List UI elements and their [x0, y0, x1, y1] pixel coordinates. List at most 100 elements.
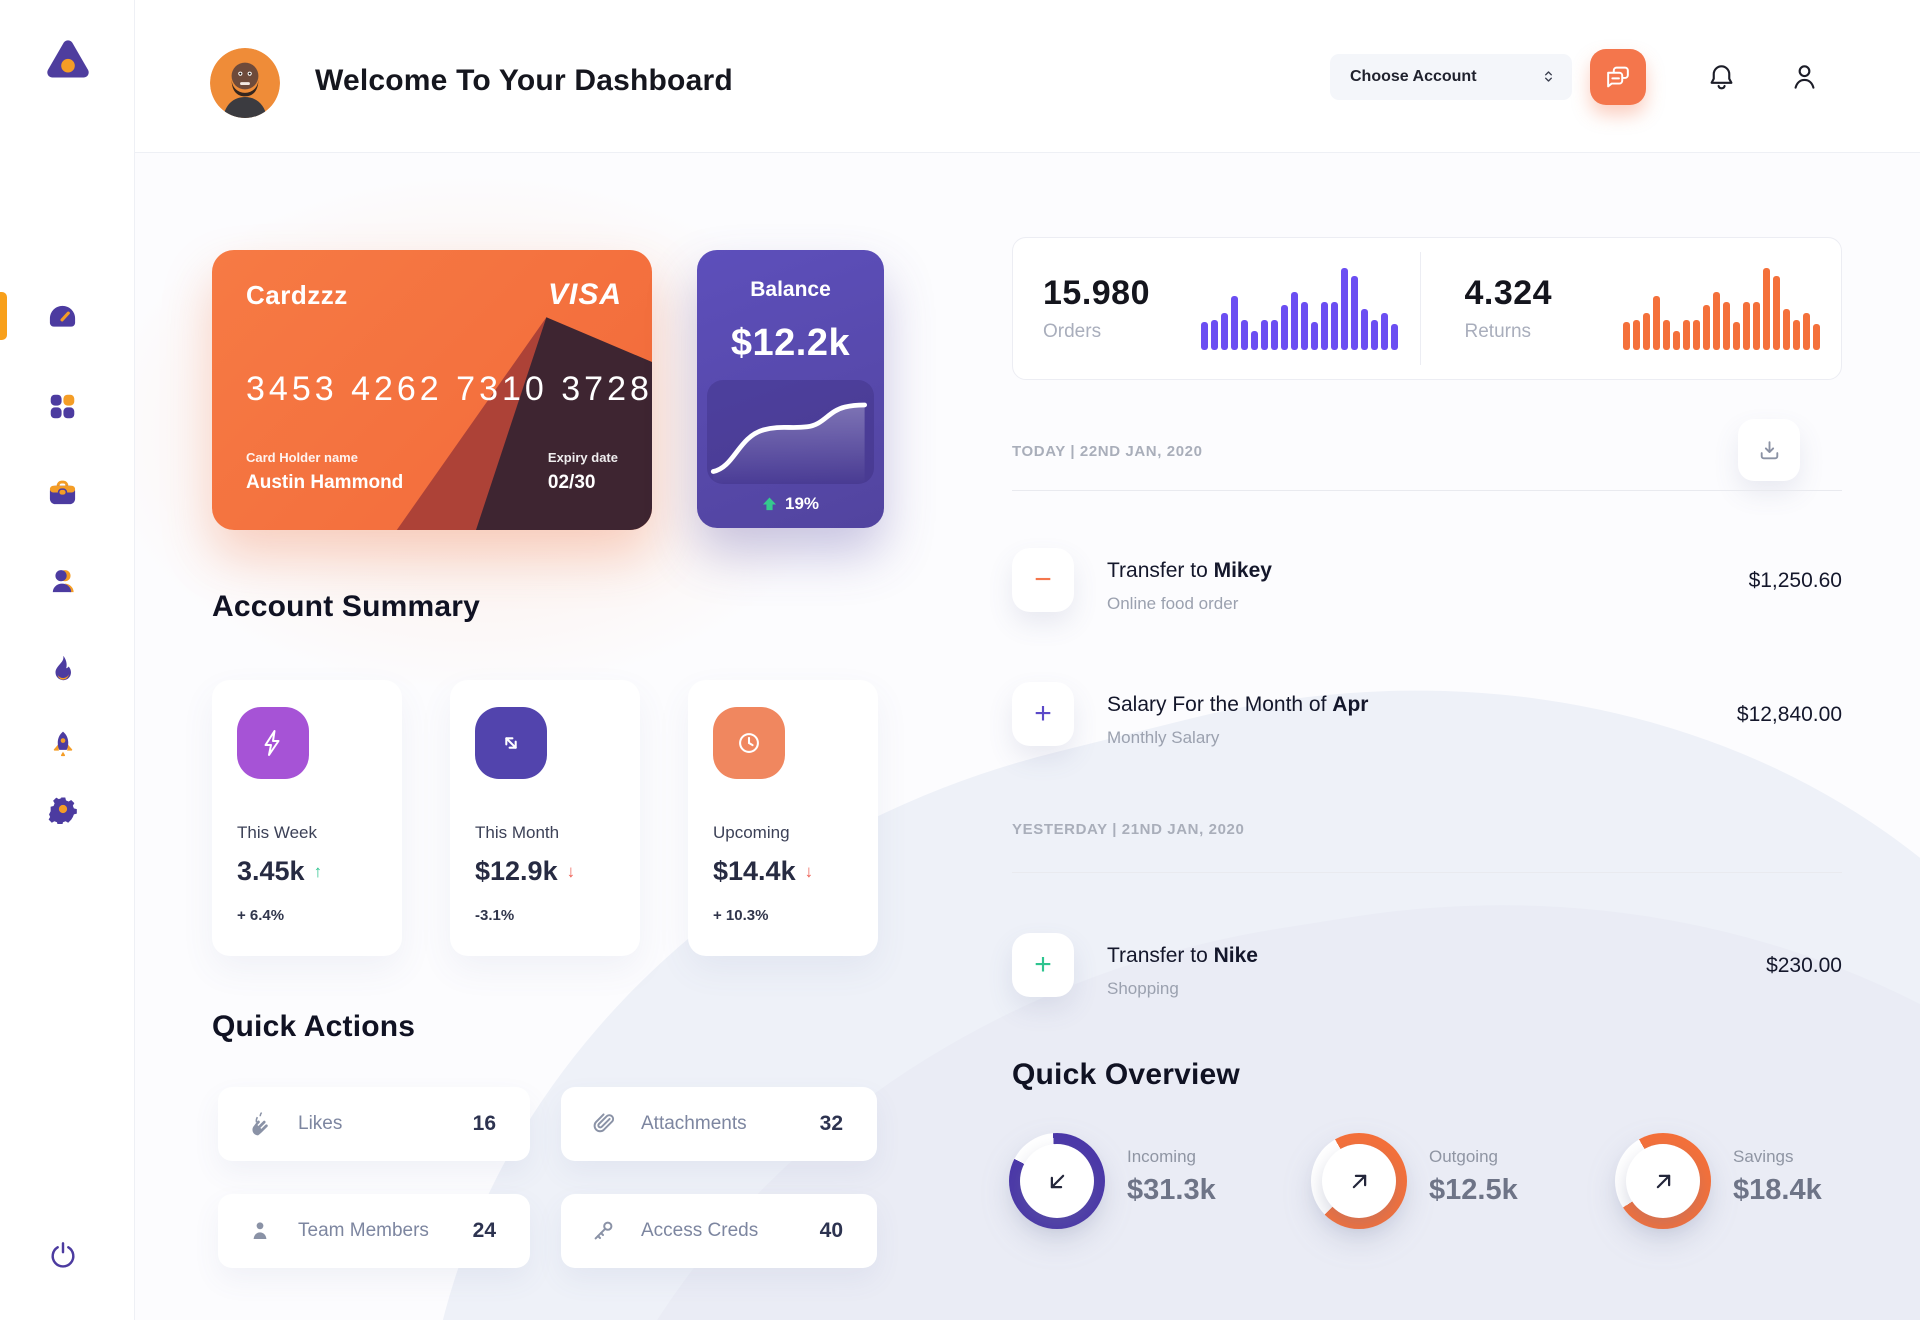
orders-value: 15.980: [1043, 274, 1150, 312]
summary-label: This Week: [237, 823, 317, 842]
card-holder-name: Austin Hammond: [246, 472, 404, 493]
download-button[interactable]: [1738, 419, 1800, 481]
quick-action-attachments[interactable]: Attachments 32: [561, 1087, 877, 1161]
user-icon: [1794, 65, 1815, 89]
sidebar-item-members[interactable]: [47, 566, 78, 597]
trend-arrow-icon: ↓: [566, 861, 576, 881]
quick-action-label: Attachments: [641, 1113, 747, 1134]
main-content: Cardzzz VISA 3453 4262 7310 3728 Card Ho…: [135, 153, 1920, 1320]
transaction-row-nike[interactable]: + Transfer to Nike Shopping $230.00: [1012, 933, 1842, 999]
header: Welcome To Your Dashboard Choose Account: [135, 0, 1920, 153]
stats-panel: 15.980 Orders 4.324 Returns: [1012, 237, 1842, 380]
divider: [1419, 252, 1421, 365]
clap-icon: [252, 1112, 268, 1136]
sidebar-item-work[interactable]: [47, 477, 78, 508]
briefcase-icon: [49, 480, 76, 505]
trend-arrow-icon: ↑: [313, 861, 323, 881]
sidebar-item-settings[interactable]: [47, 793, 78, 824]
sidebar-item-dashboard[interactable]: [47, 301, 78, 332]
overview-value: $12.5k: [1429, 1174, 1518, 1206]
transaction-row-mikey[interactable]: − Transfer to Mikey Online food order $1…: [1012, 548, 1842, 614]
section-title-quick-overview: Quick Overview: [1012, 1058, 1240, 1091]
quick-action-count: 16: [472, 1112, 496, 1135]
summary-value: $12.9k: [475, 856, 558, 886]
section-title-account-summary: Account Summary: [212, 590, 481, 623]
quick-action-label: Likes: [298, 1113, 343, 1134]
sidebar-item-apps[interactable]: [47, 391, 78, 422]
summary-change: + 10.3%: [713, 907, 769, 924]
credit-card: Cardzzz VISA 3453 4262 7310 3728 Card Ho…: [212, 250, 652, 530]
transaction-row-salary[interactable]: + Salary For the Month of Apr Monthly Sa…: [1012, 682, 1842, 748]
orders-bar-chart: [1201, 267, 1398, 350]
balance-card: Balance $12.2k 19%: [697, 250, 884, 528]
summary-label: Upcoming: [713, 823, 790, 842]
key-icon: [594, 1221, 613, 1240]
profile-button[interactable]: [1789, 61, 1820, 92]
savings-donut: [1615, 1133, 1711, 1229]
bell-icon: [1710, 65, 1733, 90]
transactions-date-heading: YESTERDAY | 21ND JAN, 2020: [1012, 821, 1245, 838]
section-title-quick-actions: Quick Actions: [212, 1010, 416, 1043]
minus-icon: −: [1034, 563, 1052, 596]
quick-action-label: Access Creds: [641, 1220, 759, 1241]
transaction-amount: $12,840.00: [1736, 703, 1842, 726]
arrow-up-right-icon: [1352, 1174, 1366, 1188]
quick-action-count: 24: [472, 1219, 496, 1242]
messages-button[interactable]: [1590, 48, 1646, 105]
grid-icon: [50, 394, 75, 419]
quick-action-access-creds[interactable]: Access Creds 40: [561, 1194, 877, 1268]
sidebar-item-launch[interactable]: [47, 728, 78, 759]
overview-savings: Savings $18.4k: [1615, 1133, 1822, 1229]
transaction-amount: $1,250.60: [1748, 569, 1842, 592]
chevron-up-down-icon: [1544, 71, 1553, 82]
plus-icon: +: [1034, 697, 1052, 730]
summary-change: + 6.4%: [237, 907, 285, 924]
quick-action-label: Team Members: [298, 1220, 429, 1241]
transaction-subtitle: Shopping: [1107, 979, 1179, 998]
summary-value: 3.45k: [237, 856, 305, 886]
overview-label: Savings: [1733, 1147, 1794, 1166]
visa-logo: VISA: [547, 278, 622, 311]
app-logo-icon: [39, 34, 97, 92]
expiry-label: Expiry date: [547, 450, 618, 465]
arrow-down-left-icon: [1050, 1174, 1064, 1188]
notifications-button[interactable]: [1706, 61, 1737, 92]
quick-action-count: 40: [819, 1219, 843, 1242]
members-icon: [52, 570, 74, 593]
divider: [1012, 490, 1842, 491]
summary-change: -3.1%: [475, 907, 515, 924]
returns-label: Returns: [1464, 321, 1532, 342]
balance-change: 19%: [784, 494, 820, 513]
lightning-icon: [264, 730, 280, 756]
trend-arrows-icon: [505, 737, 517, 749]
balance-trend-chart: [707, 380, 874, 484]
returns-bar-chart: [1622, 267, 1820, 350]
sidebar-item-logout[interactable]: [47, 1239, 78, 1270]
overview-label: Outgoing: [1429, 1147, 1498, 1166]
returns-value: 4.324: [1464, 274, 1553, 312]
expiry-value: 02/30: [547, 472, 596, 493]
summary-label: This Month: [475, 823, 560, 842]
summary-card-upcoming: Upcoming $14.4k ↓ + 10.3%: [688, 680, 878, 956]
paperclip-icon: [593, 1113, 615, 1133]
chat-icon: [1607, 66, 1629, 87]
overview-label: Incoming: [1127, 1147, 1196, 1166]
avatar: [210, 48, 280, 118]
transaction-amount: $230.00: [1766, 954, 1842, 977]
quick-action-likes[interactable]: Likes 16: [218, 1087, 530, 1161]
trend-arrow-icon: ↓: [804, 861, 814, 881]
quick-action-team-members[interactable]: Team Members 24: [218, 1194, 530, 1268]
summary-value: $14.4k: [713, 856, 796, 886]
sidebar: [0, 0, 135, 1320]
transaction-title: Transfer to Mikey: [1107, 559, 1272, 582]
sidebar-item-trending[interactable]: [47, 652, 78, 683]
quick-action-count: 32: [819, 1112, 843, 1135]
card-holder-label: Card Holder name: [246, 450, 358, 465]
account-selector[interactable]: Choose Account: [1330, 53, 1572, 100]
transaction-title: Salary For the Month of Apr: [1107, 693, 1369, 716]
download-icon: [1760, 440, 1778, 459]
account-selector-label: Choose Account: [1350, 67, 1477, 85]
orders-label: Orders: [1043, 321, 1102, 342]
summary-card-this-month: This Month $12.9k ↓ -3.1%: [450, 680, 640, 956]
outgoing-donut: [1311, 1133, 1407, 1229]
